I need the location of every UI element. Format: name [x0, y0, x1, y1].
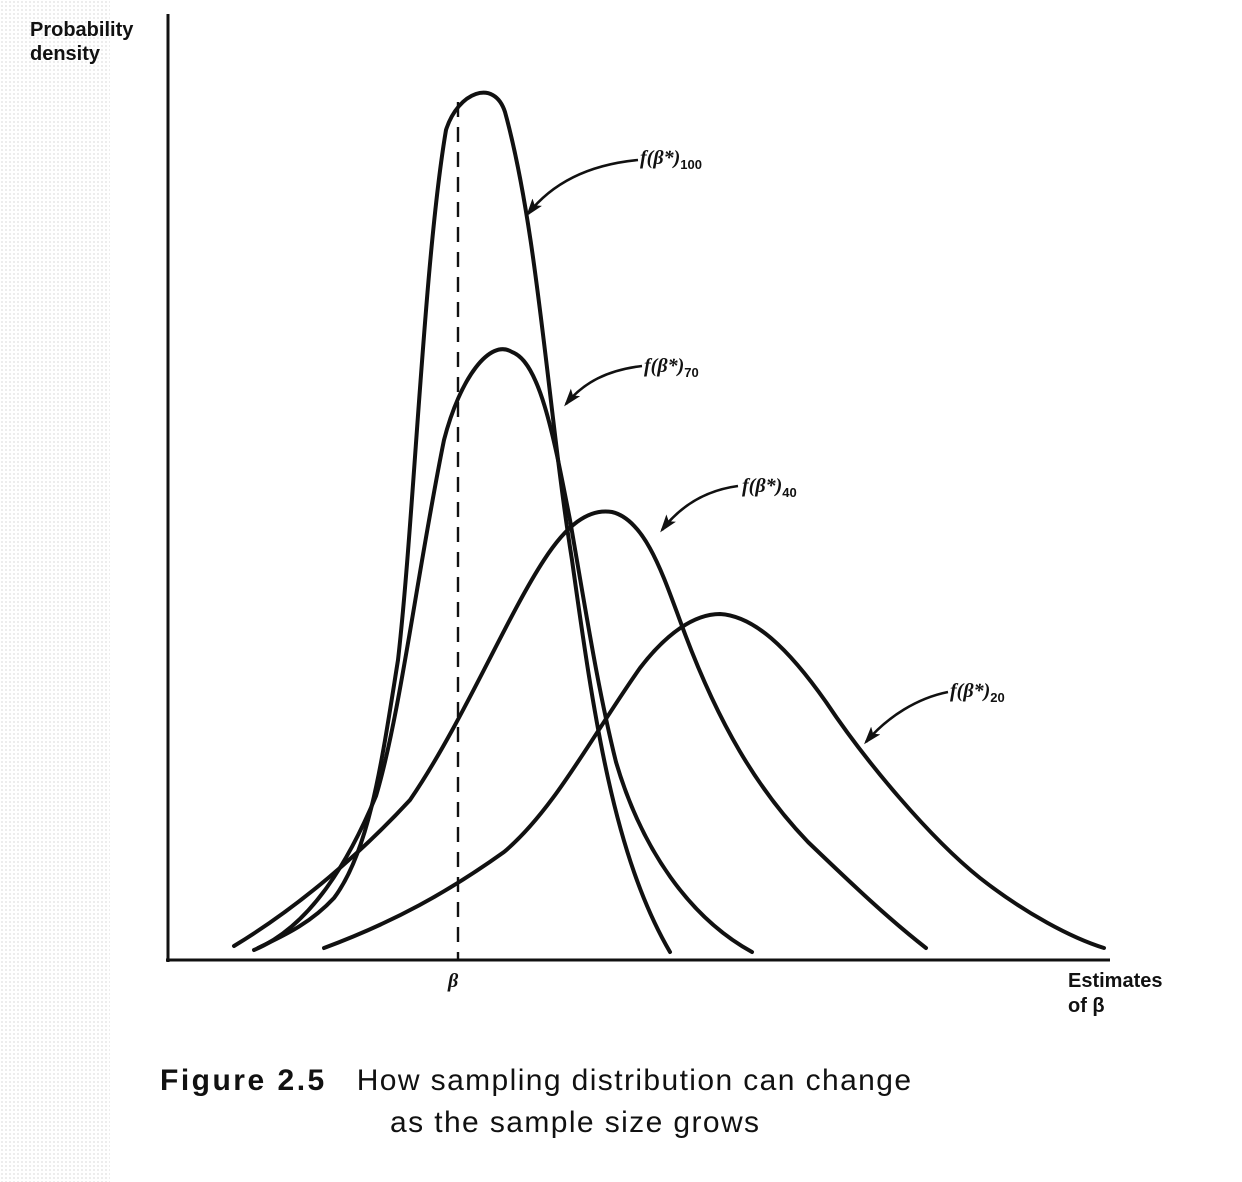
x-axis-label-line-1: Estimates	[1068, 970, 1163, 992]
curve-label-n20-subscript: 20	[990, 690, 1005, 705]
curve-n40	[232, 509, 928, 950]
sampling-distribution-diagram: Probability density β Estimates of β f(β…	[30, 14, 1163, 1019]
curve-label-n40-subscript: 40	[782, 485, 797, 500]
scan-speckle-margin	[0, 0, 110, 1182]
pointer-arrow-n70	[564, 364, 643, 407]
pointer-arrow-n20	[864, 690, 949, 745]
diagram-canvas	[166, 14, 1110, 962]
curve-label-n100: f(β*)100	[640, 148, 702, 171]
curve-label-n70-main: f(β*)	[644, 355, 685, 377]
pointer-arrow-n40	[660, 484, 739, 533]
y-axis-label: Probability density	[30, 18, 133, 66]
figure-caption: Figure 2.5 How sampling distribution can …	[160, 1060, 912, 1144]
curve-label-n70-subscript: 70	[684, 365, 699, 380]
curve-label-n40: f(β*)40	[742, 476, 797, 499]
curve-label-n100-main: f(β*)	[640, 147, 681, 169]
curve-label-n20: f(β*)20	[950, 681, 1005, 704]
caption-text-line-1: How sampling distribution can change	[356, 1064, 913, 1097]
curve-label-n20-main: f(β*)	[950, 680, 991, 702]
curve-label-n70: f(β*)70	[644, 356, 699, 379]
curve-n100	[256, 90, 672, 954]
y-axis-label-line-2: density	[30, 43, 101, 65]
curve-label-n100-subscript: 100	[680, 157, 702, 172]
pointer-arrow-n100	[526, 158, 639, 217]
x-tick-label-beta: β	[448, 970, 459, 992]
y-axis-label-line-1: Probability	[30, 19, 134, 41]
curve-label-n40-main: f(β*)	[742, 475, 783, 497]
x-axis-label: Estimates of β	[1068, 969, 1163, 1019]
figure-number: Figure 2.5	[160, 1064, 327, 1097]
caption-text-line-2: as the sample size grows	[390, 1106, 761, 1139]
curve-n70	[252, 347, 754, 954]
x-axis-label-line-2: of β	[1068, 995, 1105, 1017]
curve-n20	[322, 611, 1106, 950]
